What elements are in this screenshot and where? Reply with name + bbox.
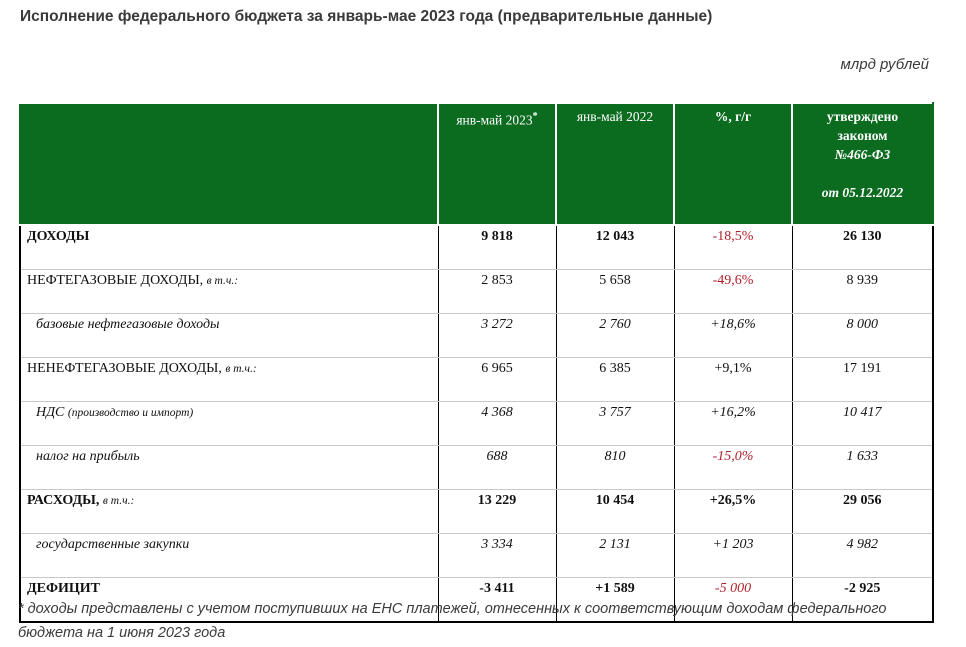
cell-2022: 12 043 <box>555 224 675 270</box>
cell-law: -2 925 <box>791 577 934 623</box>
cell-law: 29 056 <box>791 489 934 534</box>
cell-law: 10 417 <box>791 401 934 446</box>
cell-2023: 13 229 <box>437 489 557 534</box>
budget-table: янв-май 2023* янв-май 2022 %, г/г утверж… <box>19 102 934 623</box>
row-label: налог на прибыль <box>19 445 439 490</box>
cell-2022: 6 385 <box>555 357 675 402</box>
cell-2022: 2 760 <box>555 313 675 358</box>
unit-label: млрд рублей <box>840 56 929 73</box>
row-label: НЕФТЕГАЗОВЫЕ ДОХОДЫ, в т.ч.: <box>19 269 439 314</box>
cell-2023: -3 411 <box>437 577 557 623</box>
cell-pct: +1 203 <box>673 533 793 578</box>
cell-2022: 10 454 <box>555 489 675 534</box>
table-row: НДС (производство и импорт) 4 368 3 757 … <box>19 401 934 446</box>
cell-2023: 9 818 <box>437 224 557 270</box>
row-label: государственные закупки <box>19 533 439 578</box>
table-row: ДОХОДЫ 9 818 12 043 -18,5% 26 130 <box>19 224 934 270</box>
cell-2023: 2 853 <box>437 269 557 314</box>
cell-law: 1 633 <box>791 445 934 490</box>
cell-law: 8 000 <box>791 313 934 358</box>
table-row: государственные закупки 3 334 2 131 +1 2… <box>19 533 934 578</box>
cell-2022: 3 757 <box>555 401 675 446</box>
cell-2023: 4 368 <box>437 401 557 446</box>
cell-pct: +16,2% <box>673 401 793 446</box>
table-row: НЕФТЕГАЗОВЫЕ ДОХОДЫ, в т.ч.: 2 853 5 658… <box>19 269 934 314</box>
header-pct-yoy: %, г/г <box>673 102 793 226</box>
cell-2022: 5 658 <box>555 269 675 314</box>
row-label: НЕНЕФТЕГАЗОВЫЕ ДОХОДЫ, в т.ч.: <box>19 357 439 402</box>
page-title: Исполнение федерального бюджета за январ… <box>20 8 713 25</box>
cell-law: 4 982 <box>791 533 934 578</box>
cell-pct: -49,6% <box>673 269 793 314</box>
cell-2023: 688 <box>437 445 557 490</box>
cell-pct: -18,5% <box>673 224 793 270</box>
cell-2023: 3 272 <box>437 313 557 358</box>
header-empty <box>19 102 439 226</box>
cell-2023: 3 334 <box>437 533 557 578</box>
cell-law: 8 939 <box>791 269 934 314</box>
cell-2022: +1 589 <box>555 577 675 623</box>
table-header-row: янв-май 2023* янв-май 2022 %, г/г утверж… <box>19 102 934 226</box>
footnote: * доходы представлены с учетом поступивш… <box>18 601 887 641</box>
row-label: ДЕФИЦИТ <box>19 577 439 623</box>
table-row: ДЕФИЦИТ -3 411 +1 589 -5 000 -2 925 <box>19 577 934 623</box>
cell-pct: -5 000 <box>673 577 793 623</box>
table-row: налог на прибыль 688 810 -15,0% 1 633 <box>19 445 934 490</box>
cell-2022: 2 131 <box>555 533 675 578</box>
cell-2022: 810 <box>555 445 675 490</box>
header-approved-by-law: утверждено законом №466-ФЗ от 05.12.2022 <box>791 102 934 226</box>
cell-pct: +9,1% <box>673 357 793 402</box>
table-row: базовые нефтегазовые доходы 3 272 2 760 … <box>19 313 934 358</box>
table-row: НЕНЕФТЕГАЗОВЫЕ ДОХОДЫ, в т.ч.: 6 965 6 3… <box>19 357 934 402</box>
cell-2023: 6 965 <box>437 357 557 402</box>
header-jan-may-2023: янв-май 2023* <box>437 102 557 226</box>
cell-pct: +18,6% <box>673 313 793 358</box>
header-jan-may-2022: янв-май 2022 <box>555 102 675 226</box>
cell-law: 17 191 <box>791 357 934 402</box>
cell-pct: +26,5% <box>673 489 793 534</box>
table-row: РАСХОДЫ, в т.ч.: 13 229 10 454 +26,5% 29… <box>19 489 934 534</box>
row-label: НДС (производство и импорт) <box>19 401 439 446</box>
cell-law: 26 130 <box>791 224 934 270</box>
row-label: РАСХОДЫ, в т.ч.: <box>19 489 439 534</box>
row-label: ДОХОДЫ <box>19 224 439 270</box>
cell-pct: -15,0% <box>673 445 793 490</box>
row-label: базовые нефтегазовые доходы <box>19 313 439 358</box>
